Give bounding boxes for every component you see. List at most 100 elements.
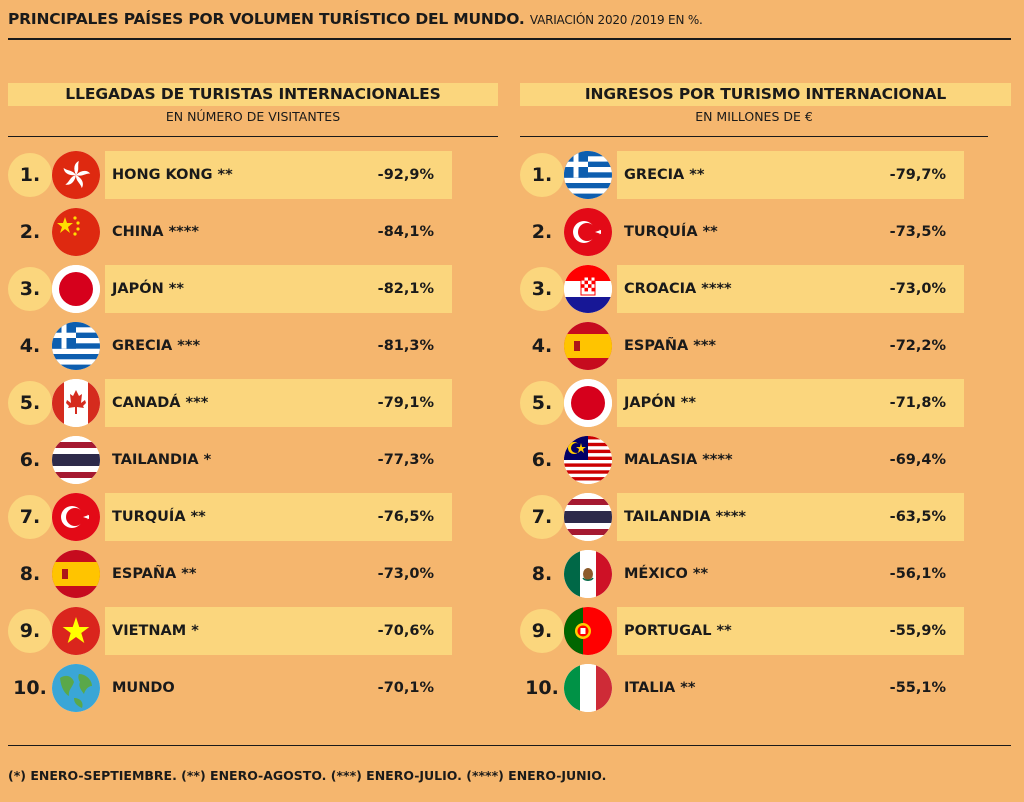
rank-label: 2. bbox=[531, 221, 553, 243]
value-label: -81,3% bbox=[377, 338, 434, 354]
rank-label: 9. bbox=[8, 609, 52, 653]
country-label: MÉXICO ** bbox=[624, 566, 709, 582]
rank-label: 2. bbox=[19, 221, 41, 243]
table-row: 10. MUNDO -70,1% bbox=[8, 664, 498, 712]
value-label: -76,5% bbox=[377, 509, 434, 525]
value-label: -70,6% bbox=[377, 623, 434, 639]
row-bar-vietnam: VIETNAM * -70,6% bbox=[105, 607, 452, 655]
page-title: PRINCIPALES PAÍSES POR VOLUMEN TURÍSTICO… bbox=[8, 10, 703, 28]
revenue-subtitle: EN MILLONES DE € bbox=[695, 109, 813, 124]
row-bar-grecia: GRECIA *** -81,3% bbox=[105, 322, 452, 370]
rank-label: 5. bbox=[520, 381, 564, 425]
country-label: TURQUÍA ** bbox=[624, 224, 718, 240]
value-label: -73,0% bbox=[889, 281, 946, 297]
table-row: 5. CANADÁ *** -79,1% bbox=[8, 379, 498, 427]
table-row: 10. ITALIA ** -55,1% bbox=[520, 664, 1010, 712]
rank-label: 3. bbox=[8, 267, 52, 311]
revenue-divider bbox=[520, 136, 988, 137]
japan-flag-icon bbox=[564, 379, 612, 427]
croatia-flag-icon bbox=[564, 265, 612, 313]
table-row: 1. HONG KONG ** -92,9% bbox=[8, 151, 498, 199]
value-label: -55,1% bbox=[889, 680, 946, 696]
row-bar-italia: ITALIA ** -55,1% bbox=[617, 664, 964, 712]
vietnam-flag-icon bbox=[52, 607, 100, 655]
country-label: ITALIA ** bbox=[624, 680, 696, 696]
revenue-title: INGRESOS POR TURISMO INTERNACIONAL bbox=[520, 83, 1011, 106]
row-bar-espana: ESPAÑA ** -73,0% bbox=[105, 550, 452, 598]
hong-kong-flag-icon bbox=[52, 151, 100, 199]
value-label: -73,0% bbox=[377, 566, 434, 582]
rank-label: 8. bbox=[19, 563, 41, 585]
table-row: 9. VIETNAM * -70,6% bbox=[8, 607, 498, 655]
table-row: 2. TURQUÍA ** -73,5% bbox=[520, 208, 1010, 256]
value-label: -79,7% bbox=[889, 167, 946, 183]
world-globe-icon bbox=[52, 664, 100, 712]
table-row: 1. GRECIA ** -79,7% bbox=[520, 151, 1010, 199]
table-row: 8. ESPAÑA ** -73,0% bbox=[8, 550, 498, 598]
table-row: 5. JAPÓN ** -71,8% bbox=[520, 379, 1010, 427]
value-label: -56,1% bbox=[889, 566, 946, 582]
value-label: -70,1% bbox=[377, 680, 434, 696]
rank-label: 1. bbox=[8, 153, 52, 197]
rank-label: 1. bbox=[520, 153, 564, 197]
country-label: PORTUGAL ** bbox=[624, 623, 732, 639]
country-label: MUNDO bbox=[112, 680, 175, 696]
value-label: -55,9% bbox=[889, 623, 946, 639]
table-row: 4. GRECIA *** -81,3% bbox=[8, 322, 498, 370]
spain-flag-icon bbox=[564, 322, 612, 370]
revenue-panel: INGRESOS POR TURISMO INTERNACIONAL EN MI… bbox=[520, 83, 1011, 733]
country-label: TURQUÍA ** bbox=[112, 509, 206, 525]
table-row: 7. TAILANDIA **** -63,5% bbox=[520, 493, 1010, 541]
thailand-flag-icon bbox=[52, 436, 100, 484]
table-row: 4. ESPAÑA *** -72,2% bbox=[520, 322, 1010, 370]
country-label: CHINA **** bbox=[112, 224, 199, 240]
table-row: 8. MÉXICO ** -56,1% bbox=[520, 550, 1010, 598]
value-label: -92,9% bbox=[377, 167, 434, 183]
country-label: GRECIA ** bbox=[624, 167, 705, 183]
row-bar-malasia: MALASIA **** -69,4% bbox=[617, 436, 964, 484]
row-bar-turquia: TURQUÍA ** -73,5% bbox=[617, 208, 964, 256]
value-label: -82,1% bbox=[377, 281, 434, 297]
row-bar-mexico: MÉXICO ** -56,1% bbox=[617, 550, 964, 598]
row-bar-japon: JAPÓN ** -82,1% bbox=[105, 265, 452, 313]
china-flag-icon bbox=[52, 208, 100, 256]
country-label: CROACIA **** bbox=[624, 281, 732, 297]
footnote: (*) ENERO-SEPTIEMBRE. (**) ENERO-AGOSTO.… bbox=[8, 768, 607, 783]
table-row: 7. TURQUÍA ** -76,5% bbox=[8, 493, 498, 541]
country-label: ESPAÑA *** bbox=[624, 338, 717, 354]
italy-flag-icon bbox=[564, 664, 612, 712]
mexico-flag-icon bbox=[564, 550, 612, 598]
country-label: GRECIA *** bbox=[112, 338, 201, 354]
rank-label: 5. bbox=[8, 381, 52, 425]
row-bar-grecia: GRECIA ** -79,7% bbox=[617, 151, 964, 199]
malaysia-flag-icon bbox=[564, 436, 612, 484]
row-bar-japon: JAPÓN ** -71,8% bbox=[617, 379, 964, 427]
table-row: 6. TAILANDIA * -77,3% bbox=[8, 436, 498, 484]
value-label: -69,4% bbox=[889, 452, 946, 468]
row-bar-tailandia: TAILANDIA * -77,3% bbox=[105, 436, 452, 484]
country-label: VIETNAM * bbox=[112, 623, 199, 639]
greece-flag-icon bbox=[52, 322, 100, 370]
rank-label: 8. bbox=[531, 563, 553, 585]
canada-flag-icon bbox=[52, 379, 100, 427]
arrivals-panel: LLEGADAS DE TURISTAS INTERNACIONALES EN … bbox=[8, 83, 498, 733]
value-label: -84,1% bbox=[377, 224, 434, 240]
country-label: HONG KONG ** bbox=[112, 167, 233, 183]
country-label: JAPÓN ** bbox=[624, 395, 696, 411]
rank-label: 10. bbox=[525, 677, 559, 699]
row-bar-china: CHINA **** -84,1% bbox=[105, 208, 452, 256]
value-label: -73,5% bbox=[889, 224, 946, 240]
thailand-flag-icon bbox=[564, 493, 612, 541]
table-row: 9. PORTUGAL ** -55,9% bbox=[520, 607, 1010, 655]
row-bar-turquia: TURQUÍA ** -76,5% bbox=[105, 493, 452, 541]
country-label: TAILANDIA * bbox=[112, 452, 212, 468]
row-bar-mundo: MUNDO -70,1% bbox=[105, 664, 452, 712]
rank-label: 9. bbox=[520, 609, 564, 653]
value-label: -71,8% bbox=[889, 395, 946, 411]
title-divider bbox=[8, 38, 1011, 40]
arrivals-title: LLEGADAS DE TURISTAS INTERNACIONALES bbox=[8, 83, 498, 106]
page-title-subtitle: VARIACIÓN 2020 /2019 EN %. bbox=[529, 13, 703, 27]
spain-flag-icon bbox=[52, 550, 100, 598]
rank-label: 7. bbox=[8, 495, 52, 539]
value-label: -77,3% bbox=[377, 452, 434, 468]
